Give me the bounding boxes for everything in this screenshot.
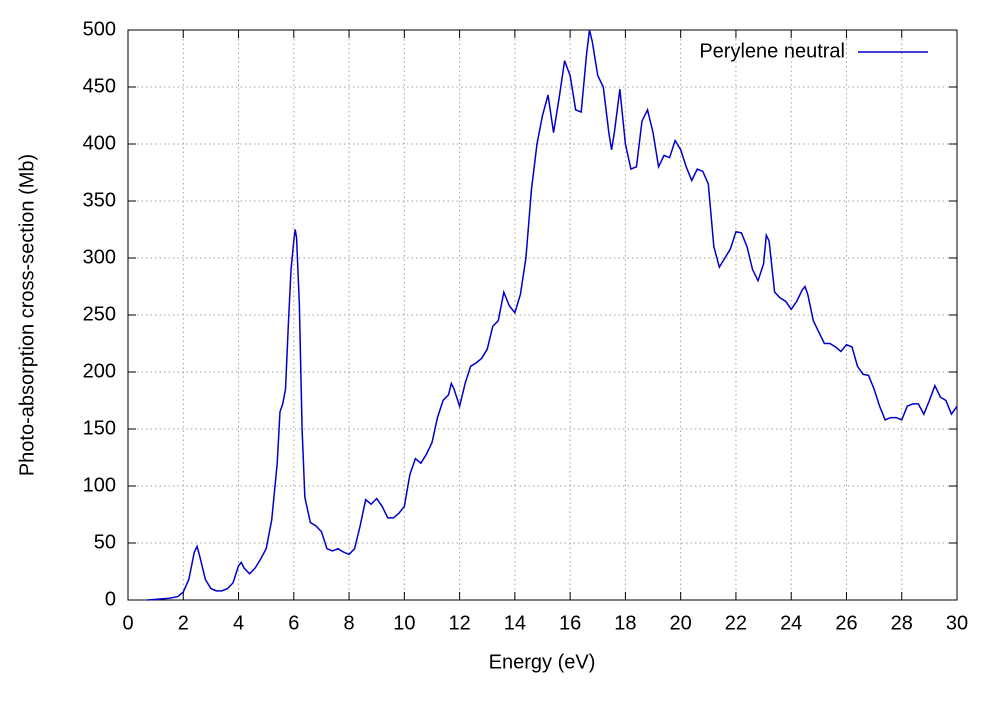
x-tick-label: 8 xyxy=(344,612,355,634)
plot-frame xyxy=(127,29,958,601)
x-tick-label: 20 xyxy=(670,612,692,634)
x-tick-label: 12 xyxy=(448,612,470,634)
y-tick-label: 350 xyxy=(83,189,116,211)
y-tick-label: 250 xyxy=(83,303,116,325)
x-tick-label: 10 xyxy=(393,612,415,634)
y-tick-label: 450 xyxy=(83,75,116,97)
y-tick-label: 500 xyxy=(83,18,116,40)
y-tick-label: 100 xyxy=(83,474,116,496)
y-tick-label: 50 xyxy=(94,531,116,553)
y-tick-label: 300 xyxy=(83,246,116,268)
x-tick-label: 2 xyxy=(178,612,189,634)
x-tick-label: 14 xyxy=(504,612,526,634)
x-tick-label: 4 xyxy=(233,612,244,634)
y-tick-label: 150 xyxy=(83,417,116,439)
legend-label: Perylene neutral xyxy=(699,40,845,62)
x-tick-label: 24 xyxy=(780,612,802,634)
x-tick-label: 30 xyxy=(946,612,968,634)
x-tick-label: 22 xyxy=(725,612,747,634)
y-tick-label: 200 xyxy=(83,360,116,382)
x-tick-label: 6 xyxy=(288,612,299,634)
x-tick-label: 28 xyxy=(891,612,913,634)
data-line xyxy=(147,29,958,601)
y-tick-label: 0 xyxy=(105,588,116,610)
x-tick-label: 0 xyxy=(122,612,133,634)
y-tick-label: 400 xyxy=(83,132,116,154)
x-tick-label: 18 xyxy=(614,612,636,634)
x-tick-label: 26 xyxy=(835,612,857,634)
x-axis-label: Energy (eV) xyxy=(489,651,596,673)
x-tick-label: 16 xyxy=(559,612,581,634)
y-axis-label: Photo-absorption cross-section (Mb) xyxy=(16,154,38,476)
